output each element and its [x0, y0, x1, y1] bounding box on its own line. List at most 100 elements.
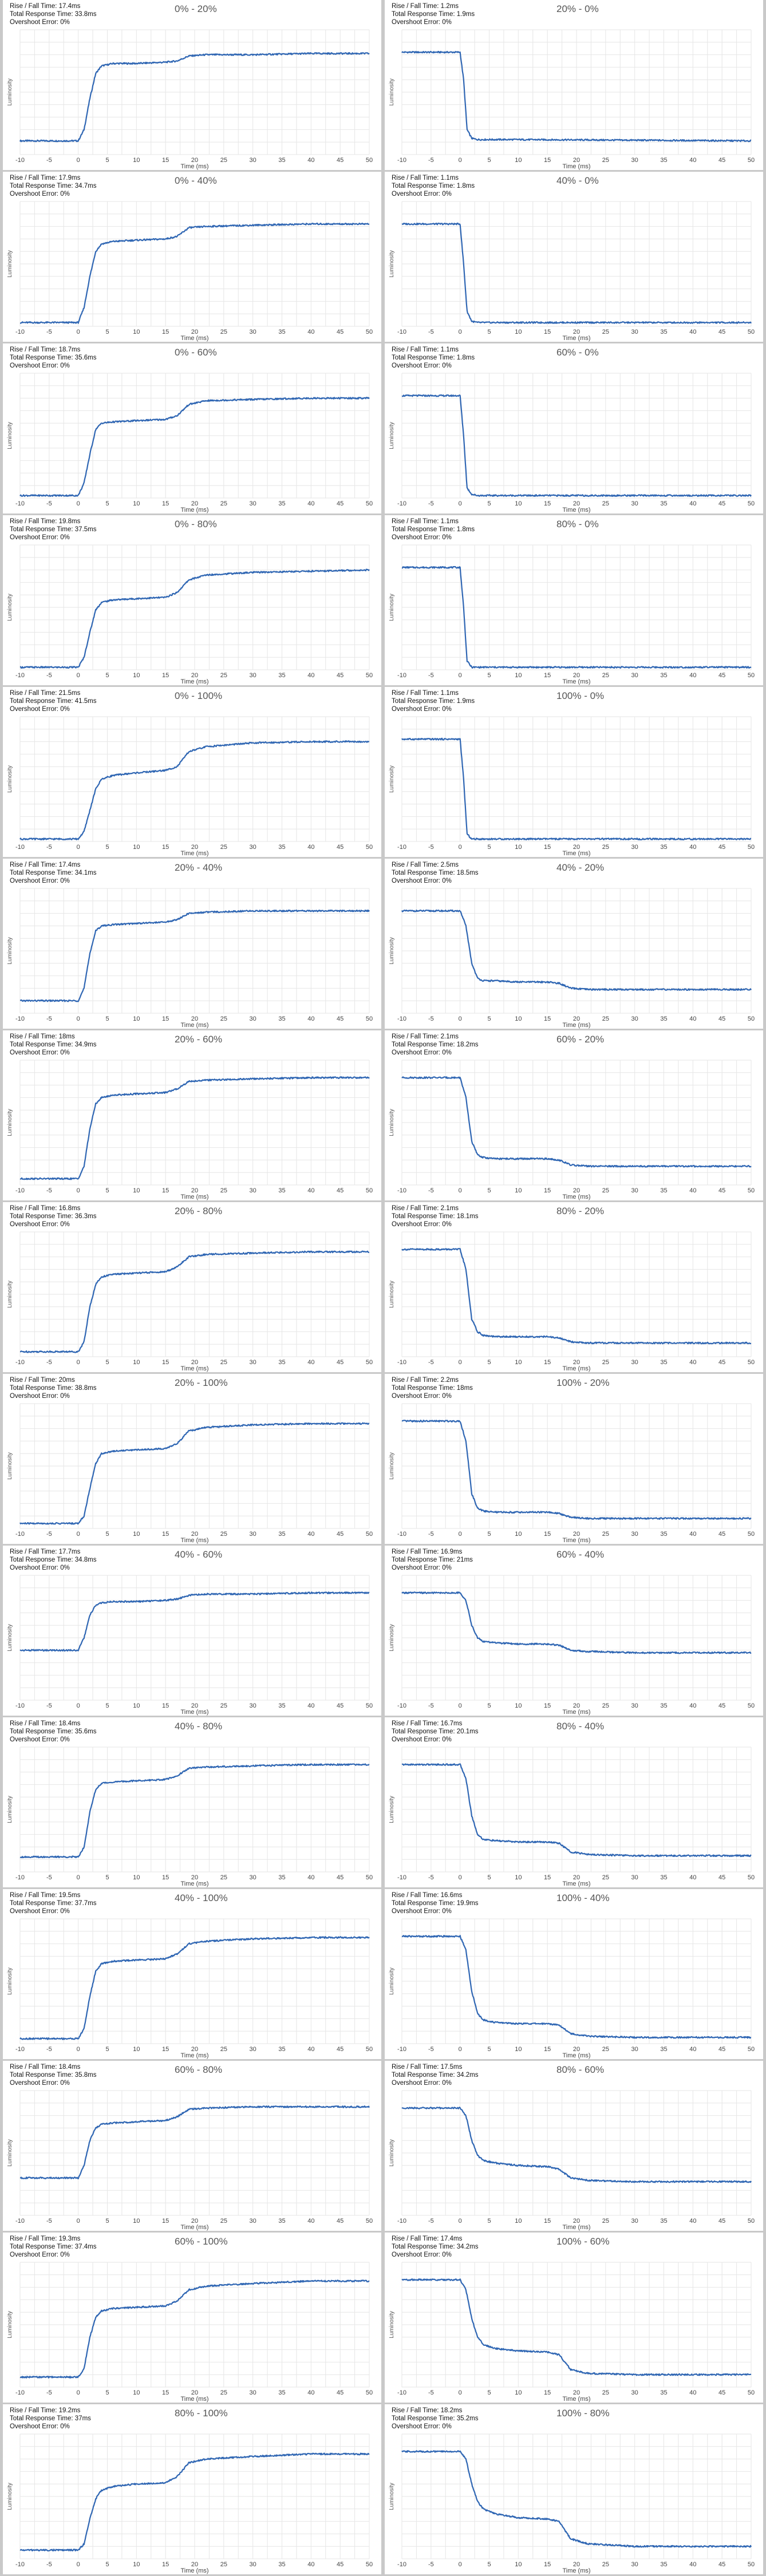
x-tick-label: -10 [397, 672, 406, 679]
x-tick-label: 45 [337, 2046, 343, 2053]
x-tick-label: 20 [191, 844, 198, 851]
series-line [401, 566, 752, 669]
x-axis-label: Time (ms) [180, 2052, 208, 2059]
chart-title: 100% - 60% [556, 2236, 610, 2247]
x-tick-label: 35 [278, 500, 285, 507]
x-tick-label: 15 [162, 329, 169, 335]
chart-panel: -10 -5 0 5 10 15 20 25 30 35 40 45 50 Time (ms) Lumino… [385, 1889, 763, 2059]
chart-title: 40% - 100% [175, 1893, 228, 1903]
x-tick-label: 45 [337, 157, 343, 164]
chart-title: 100% - 80% [556, 2408, 610, 2419]
x-tick-label: 50 [748, 1702, 755, 1709]
x-tick-label: 25 [602, 1187, 609, 1194]
series-line [401, 1420, 752, 1520]
x-tick-label: 25 [602, 2046, 609, 2053]
y-axis-label: Luminosity [7, 1281, 13, 1308]
total-response-time: Total Response Time: 34.8ms [10, 1556, 97, 1563]
x-tick-label: 50 [366, 1187, 373, 1194]
x-tick-label: 35 [278, 1016, 285, 1022]
chart-title: 100% - 20% [556, 1377, 610, 1388]
x-tick-label: 15 [544, 2561, 551, 2568]
x-tick-label: 35 [660, 844, 667, 851]
x-tick-label: 20 [573, 2389, 580, 2396]
x-tick-label: 25 [220, 1359, 227, 1366]
x-tick-label: 50 [748, 1359, 755, 1366]
total-response-time: Total Response Time: 37.5ms [10, 526, 97, 533]
total-response-time: Total Response Time: 37.4ms [10, 2243, 97, 2250]
x-tick-label: 10 [133, 2389, 140, 2396]
x-tick-label: 10 [515, 2561, 522, 2568]
x-tick-label: 45 [337, 500, 343, 507]
x-tick-label: 25 [220, 2218, 227, 2225]
x-tick-label: 35 [278, 2389, 285, 2396]
rise-fall-time: Rise / Fall Time: 21.5ms [10, 690, 81, 697]
x-tick-label: 35 [660, 672, 667, 679]
chart-panel: -10 -5 0 5 10 15 20 25 30 35 40 45 50 Time (ms) Lumino… [3, 1546, 381, 1716]
y-axis-label: Luminosity [389, 1624, 395, 1652]
series-line [401, 1591, 752, 1654]
x-tick-label: 15 [544, 1702, 551, 1709]
x-tick-label: 35 [660, 1702, 667, 1709]
x-tick-label: 15 [544, 1874, 551, 1881]
stats-block: Rise / Fall Time: 19.8ms Total Response T… [10, 517, 97, 542]
x-tick-label: 35 [660, 2389, 667, 2396]
x-axis-label: Time (ms) [180, 335, 208, 342]
x-tick-label: 15 [162, 157, 169, 164]
x-tick-label: 20 [191, 157, 198, 164]
x-tick-label: -5 [46, 157, 52, 164]
x-tick-label: 25 [220, 1531, 227, 1538]
x-tick-label: 25 [602, 2218, 609, 2225]
x-tick-label: -10 [15, 2046, 25, 2053]
chart-panel: -10 -5 0 5 10 15 20 25 30 35 40 45 50 Time (ms) Lumino… [3, 1030, 381, 1200]
total-response-time: Total Response Time: 21ms [392, 1556, 473, 1563]
total-response-time: Total Response Time: 34.9ms [10, 1041, 97, 1048]
x-tick-label: -5 [428, 500, 434, 507]
x-tick-label: 20 [573, 329, 580, 335]
x-tick-label: 15 [162, 1702, 169, 1709]
x-tick-label: 40 [689, 1702, 696, 1709]
x-tick-label: 15 [544, 2389, 551, 2396]
x-axis-label: Time (ms) [562, 1365, 590, 1372]
x-tick-label: 10 [133, 1016, 140, 1022]
total-response-time: Total Response Time: 34.2ms [392, 2072, 479, 2079]
y-axis-label: Luminosity [389, 2311, 395, 2338]
x-tick-label: 15 [162, 2389, 169, 2396]
x-tick-label: 20 [191, 672, 198, 679]
y-axis-label: Luminosity [7, 1624, 13, 1652]
total-response-time: Total Response Time: 1.8ms [392, 183, 475, 189]
x-tick-label: 30 [250, 2218, 256, 2225]
overshoot-error: Overshoot Error: 0% [10, 878, 70, 884]
x-tick-label: 20 [191, 2218, 198, 2225]
x-tick-label: 5 [105, 329, 109, 335]
x-tick-label: 0 [77, 2218, 80, 2225]
stats-block: Rise / Fall Time: 17.9ms Total Response T… [10, 174, 97, 198]
x-tick-label: 5 [105, 2218, 109, 2225]
x-tick-label: 5 [487, 1359, 491, 1366]
chart-title: 20% - 60% [175, 1034, 223, 1045]
x-tick-label: 40 [689, 157, 696, 164]
x-tick-label: 5 [105, 500, 109, 507]
x-tick-label: -10 [397, 1702, 406, 1709]
chart-panel: -10 -5 0 5 10 15 20 25 30 35 40 45 50 Time (ms) Lumino… [3, 1202, 381, 1372]
total-response-time: Total Response Time: 38.8ms [10, 1385, 97, 1392]
chart-svg: -10 -5 0 5 10 15 20 25 30 35 40 45 50 Time (ms) Lumino… [389, 29, 755, 170]
series-line [401, 394, 752, 497]
chart-svg: -10 -5 0 5 10 15 20 25 30 35 40 45 50 Time (ms) Lumino… [389, 373, 755, 513]
chart-title: 80% - 20% [556, 1206, 605, 1216]
x-tick-label: 50 [748, 672, 755, 679]
x-tick-label: -10 [15, 329, 25, 335]
x-tick-label: 0 [77, 2561, 80, 2568]
x-tick-label: -5 [46, 2046, 52, 2053]
chart-title: 100% - 0% [556, 690, 605, 701]
x-tick-label: 15 [544, 672, 551, 679]
x-tick-label: 20 [573, 500, 580, 507]
x-tick-label: 40 [689, 2389, 696, 2396]
chart-svg: -10 -5 0 5 10 15 20 25 30 35 40 45 50 Time (ms) Lumino… [7, 544, 373, 685]
stats-block: Rise / Fall Time: 16.9ms Total Response T… [392, 1548, 473, 1572]
x-tick-label: 45 [718, 844, 725, 851]
x-tick-label: 40 [307, 1874, 314, 1881]
chart-svg: -10 -5 0 5 10 15 20 25 30 35 40 45 50 Time (ms) Lumino… [389, 1918, 755, 2059]
x-tick-label: 20 [573, 2218, 580, 2225]
stats-block: Rise / Fall Time: 2.1ms Total Response Ti… [392, 1204, 479, 1228]
chart-panel: -10 -5 0 5 10 15 20 25 30 35 40 45 50 Time (ms) Lumino… [385, 0, 763, 170]
